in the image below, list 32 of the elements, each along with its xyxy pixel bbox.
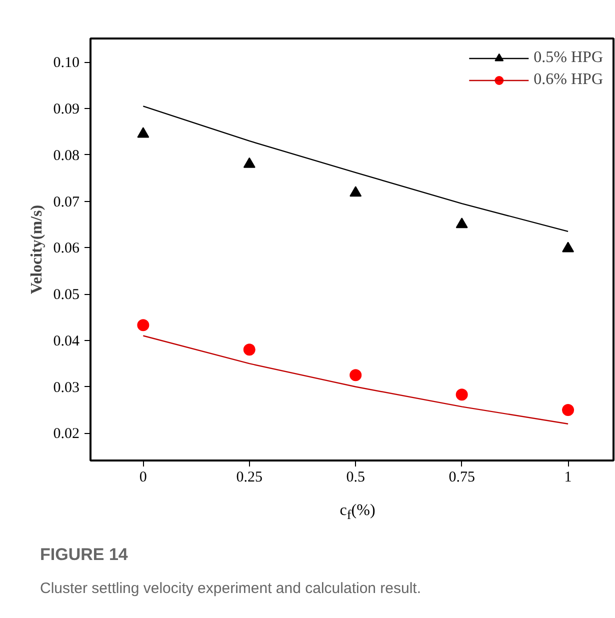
legend-label: 0.6% HPG [534, 71, 603, 89]
y-tick-label: 0.04 [53, 333, 80, 350]
x-axis-title: c$_{f}$(%) [340, 501, 376, 524]
point [243, 344, 256, 356]
x-tick-label: 1 [564, 470, 572, 486]
caption: FIGURE 14 [40, 544, 128, 566]
point [456, 218, 468, 228]
point [243, 157, 256, 168]
x-tick-label: 0.5 [346, 470, 365, 486]
line-series [142, 335, 569, 424]
y-tick-label: 0.06 [53, 240, 80, 257]
y-tick-label: 0.08 [53, 148, 80, 164]
point [137, 127, 150, 138]
legend-label: 0.5% HPG [534, 49, 603, 67]
point [350, 186, 362, 197]
text: Cluster settling velocity experiment and calculation result. [40, 578, 422, 598]
x-tick-label: 0.25 [236, 470, 263, 486]
x-tick-label: 0.75 [448, 470, 475, 486]
y-tick-label: 0.02 [53, 426, 80, 442]
point [350, 369, 362, 382]
line-series [142, 106, 569, 232]
y-axis-title: Velocity(m/s) [28, 204, 46, 294]
x-tick-label: 0 [139, 470, 147, 486]
point [562, 404, 574, 416]
point [137, 319, 150, 332]
point [562, 242, 574, 252]
y-tick-label: 0.03 [53, 380, 80, 396]
y-tick-label: 0.10 [53, 55, 80, 72]
y-tick-label: 0.09 [53, 102, 80, 118]
point [456, 388, 468, 401]
y-tick-label: 0.05 [53, 287, 80, 304]
y-tick-label: 0.07 [53, 194, 80, 210]
